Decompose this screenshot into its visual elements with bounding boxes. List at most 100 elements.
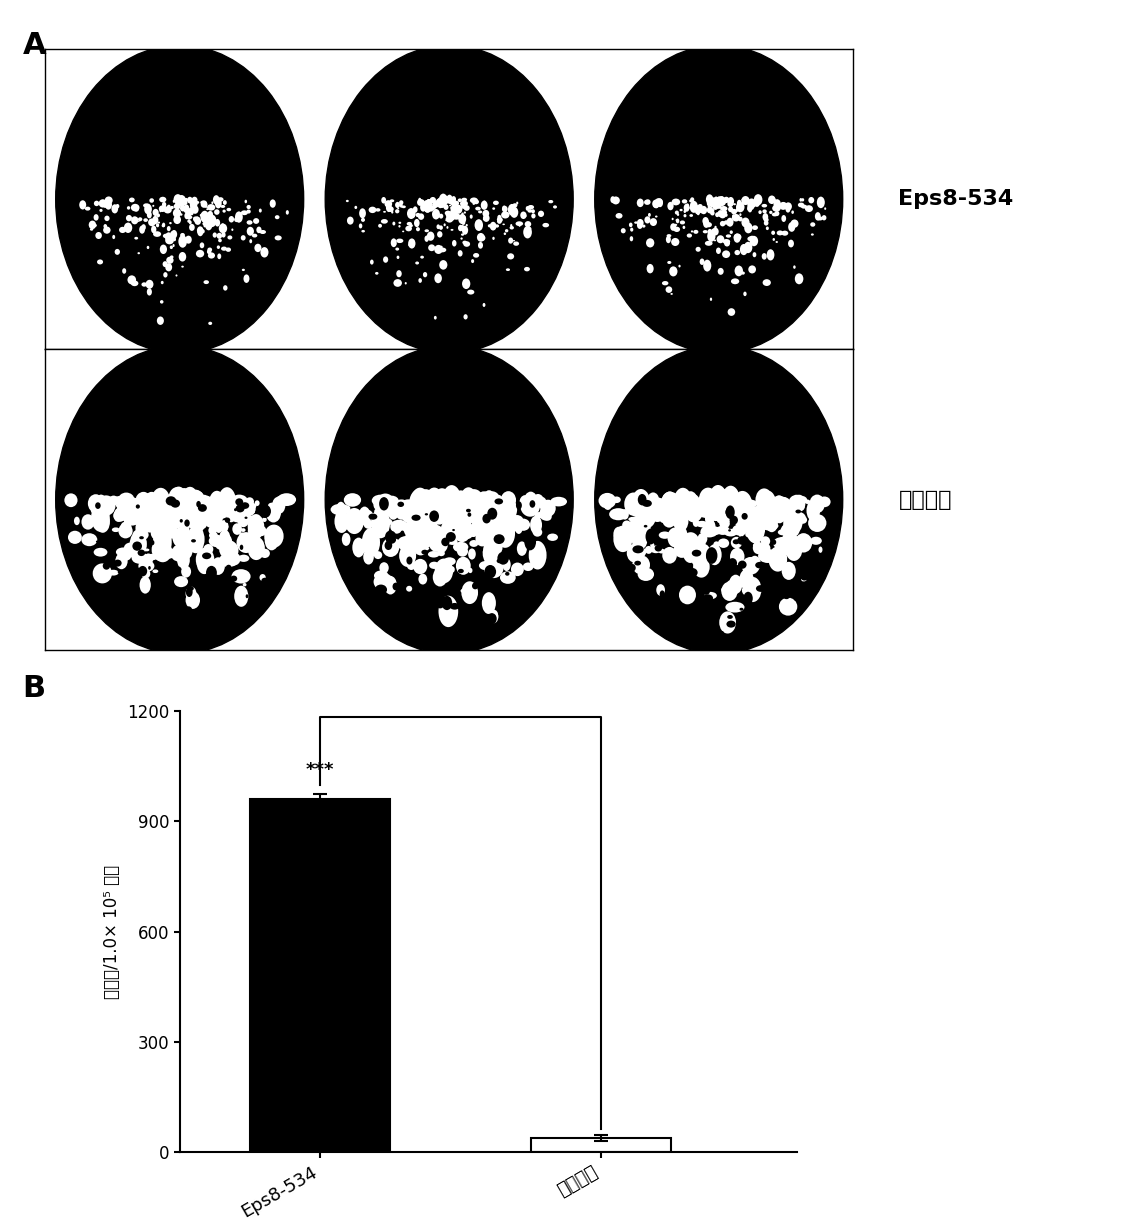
Ellipse shape [612, 497, 621, 503]
Ellipse shape [706, 207, 713, 213]
Ellipse shape [715, 498, 721, 501]
Ellipse shape [687, 233, 692, 238]
Ellipse shape [523, 226, 532, 238]
Ellipse shape [391, 520, 408, 531]
Ellipse shape [453, 538, 457, 543]
Ellipse shape [705, 512, 714, 526]
Ellipse shape [730, 548, 745, 565]
Ellipse shape [262, 577, 268, 584]
Ellipse shape [449, 500, 457, 511]
Ellipse shape [131, 553, 148, 564]
Ellipse shape [171, 501, 182, 512]
Ellipse shape [652, 509, 656, 512]
Ellipse shape [473, 201, 475, 205]
Ellipse shape [435, 245, 442, 254]
Ellipse shape [153, 208, 158, 216]
Ellipse shape [420, 204, 427, 212]
Ellipse shape [523, 492, 538, 510]
Ellipse shape [424, 514, 428, 515]
Ellipse shape [171, 499, 180, 508]
Ellipse shape [435, 497, 453, 509]
Ellipse shape [115, 249, 120, 255]
Ellipse shape [798, 516, 807, 524]
Ellipse shape [383, 256, 389, 262]
Ellipse shape [528, 228, 530, 229]
Ellipse shape [378, 224, 382, 228]
Ellipse shape [458, 199, 462, 202]
Ellipse shape [447, 510, 460, 531]
Ellipse shape [713, 196, 719, 205]
Ellipse shape [766, 511, 778, 525]
Ellipse shape [453, 207, 455, 212]
Ellipse shape [497, 517, 503, 522]
Ellipse shape [216, 494, 226, 506]
Ellipse shape [219, 553, 238, 568]
Ellipse shape [711, 497, 718, 505]
Ellipse shape [728, 558, 737, 568]
Ellipse shape [128, 614, 131, 618]
Ellipse shape [418, 197, 421, 202]
Ellipse shape [244, 501, 250, 509]
Ellipse shape [438, 497, 455, 508]
Ellipse shape [389, 508, 399, 520]
Ellipse shape [508, 525, 517, 532]
Ellipse shape [464, 489, 484, 514]
Ellipse shape [747, 206, 751, 210]
Ellipse shape [669, 266, 677, 276]
Ellipse shape [220, 520, 228, 532]
Ellipse shape [494, 495, 504, 511]
Ellipse shape [243, 584, 247, 586]
Ellipse shape [710, 506, 722, 521]
Ellipse shape [159, 300, 164, 304]
Ellipse shape [718, 506, 731, 524]
Ellipse shape [428, 244, 436, 251]
Ellipse shape [453, 213, 460, 219]
Ellipse shape [728, 224, 730, 226]
Ellipse shape [451, 208, 458, 216]
Ellipse shape [743, 242, 752, 253]
Ellipse shape [174, 197, 179, 204]
Ellipse shape [259, 549, 270, 558]
Ellipse shape [231, 228, 234, 230]
Ellipse shape [240, 235, 246, 240]
Ellipse shape [255, 500, 259, 506]
Ellipse shape [163, 261, 167, 267]
Ellipse shape [791, 577, 802, 590]
Ellipse shape [162, 202, 166, 207]
Ellipse shape [710, 500, 723, 509]
Ellipse shape [136, 501, 149, 515]
Ellipse shape [634, 560, 641, 565]
Ellipse shape [748, 512, 755, 517]
Ellipse shape [139, 536, 144, 539]
Ellipse shape [482, 592, 496, 614]
Ellipse shape [475, 524, 482, 530]
Ellipse shape [773, 495, 786, 516]
Ellipse shape [389, 538, 400, 548]
Ellipse shape [654, 607, 665, 618]
Ellipse shape [528, 205, 535, 210]
Ellipse shape [783, 512, 801, 536]
Ellipse shape [720, 490, 738, 511]
Ellipse shape [780, 581, 793, 600]
Ellipse shape [716, 498, 727, 505]
Ellipse shape [679, 526, 685, 535]
Ellipse shape [742, 585, 754, 596]
Ellipse shape [685, 499, 703, 522]
Ellipse shape [247, 537, 265, 560]
Ellipse shape [236, 498, 244, 505]
Ellipse shape [413, 206, 418, 213]
Ellipse shape [740, 505, 750, 515]
Ellipse shape [266, 503, 281, 522]
Ellipse shape [492, 237, 495, 240]
Ellipse shape [186, 497, 199, 506]
Ellipse shape [467, 524, 480, 537]
Ellipse shape [200, 213, 206, 217]
Ellipse shape [437, 232, 442, 238]
Ellipse shape [462, 278, 471, 289]
Ellipse shape [732, 539, 739, 544]
Ellipse shape [675, 537, 684, 547]
Ellipse shape [650, 546, 661, 553]
Ellipse shape [203, 501, 223, 521]
Ellipse shape [432, 488, 451, 516]
Ellipse shape [519, 223, 521, 227]
